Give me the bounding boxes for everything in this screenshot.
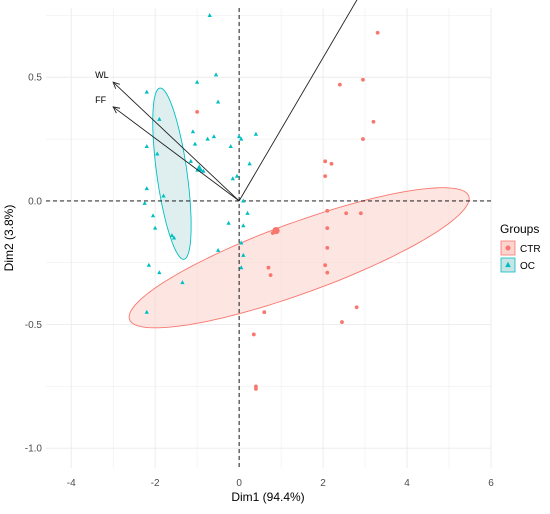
point-oc [211,134,217,139]
point-oc [169,233,175,238]
point-oc [155,151,160,156]
point-ctr [323,174,328,179]
point-oc [152,225,158,230]
point-oc [150,213,156,218]
arrow-bi [238,0,358,202]
point-ctr [361,137,365,141]
ellipse-oc [152,87,192,260]
point-oc [241,252,246,257]
point-ctr [323,159,328,164]
legend: Groups CTR OC [500,222,541,273]
point-oc [239,265,244,270]
arrow-wl [112,81,240,202]
point-ctr [325,226,330,231]
point-oc [161,193,166,198]
y-axis-ticks: -1.0 -0.5 0.0 0.5 [25,73,43,455]
point-ctr [254,386,258,391]
point-oc [157,116,162,121]
point-oc [207,13,212,17]
point-ctr [375,30,380,35]
point-oc [213,72,219,77]
y-tick-label: 0.5 [28,73,42,84]
point-ctr [325,208,330,213]
point-ctr [361,77,365,82]
variable-label-ff: FF [95,95,106,105]
point-oc [192,141,198,146]
legend-label-ctr: CTR [520,244,541,255]
point-ctr [344,211,349,216]
confidence-ellipses [128,87,470,329]
point-oc [241,198,246,203]
y-tick-label: -0.5 [25,320,43,331]
y-tick-label: 0.0 [28,196,42,207]
x-tick-label: -4 [67,478,76,489]
point-oc [190,129,196,134]
point-oc [201,168,206,173]
point-oc [215,99,221,104]
point-oc [157,270,162,275]
point-oc [230,176,235,181]
point-ctr [323,263,328,268]
point-ctr [329,161,334,166]
point-ctr [337,82,342,87]
point-oc [142,200,147,205]
y-axis-title: Dim2 (3.8%) [2,205,16,272]
y-tick-label: -1.0 [25,444,43,455]
point-oc [234,173,240,178]
point-oc [247,161,252,166]
point-ctr [354,305,359,310]
x-tick-label: 2 [320,478,326,489]
x-tick-label: 0 [236,478,242,489]
point-oc [245,210,250,215]
legend-marker-ctr [505,245,511,251]
point-oc [239,136,244,141]
ellipse-ctr [128,187,470,329]
point-ctr [268,273,273,277]
centroid-ctr [272,226,280,235]
point-oc [241,223,246,228]
x-tick-label: 6 [488,478,494,489]
x-tick-label: 4 [404,478,410,489]
data-points [142,13,380,391]
point-oc [144,186,149,191]
point-oc [144,309,149,314]
point-oc [144,144,149,149]
point-oc [226,220,231,225]
legend-title: Groups [500,222,539,236]
point-ctr [358,211,363,216]
variable-label-wl: WL [95,70,109,80]
point-ctr [266,265,271,270]
arrowhead-wl [112,81,120,89]
point-oc [188,158,193,163]
point-ctr [325,270,330,275]
point-oc [253,131,259,136]
legend-marker-oc [505,261,511,268]
point-ctr [371,119,376,124]
arrowhead-ff [112,106,121,114]
point-oc [236,134,242,139]
point-oc [215,247,221,252]
point-oc [180,280,185,285]
point-oc [205,136,210,141]
point-oc [194,79,200,84]
point-ctr [251,332,256,337]
point-ctr [325,245,330,250]
point-oc [228,144,233,149]
point-oc [144,89,149,94]
point-oc [239,240,244,245]
point-ctr [195,109,200,114]
point-ctr [262,310,267,315]
point-ctr [340,320,344,324]
point-oc [171,235,177,240]
arrow-ff [112,106,240,202]
variable-arrows: BIWLFF [95,0,358,202]
x-axis-title: Dim1 (94.4%) [231,490,304,504]
point-oc [146,262,152,267]
x-tick-label: -2 [151,478,160,489]
x-axis-ticks: -4 -2 0 2 4 6 [67,478,494,489]
legend-label-oc: OC [520,261,535,272]
